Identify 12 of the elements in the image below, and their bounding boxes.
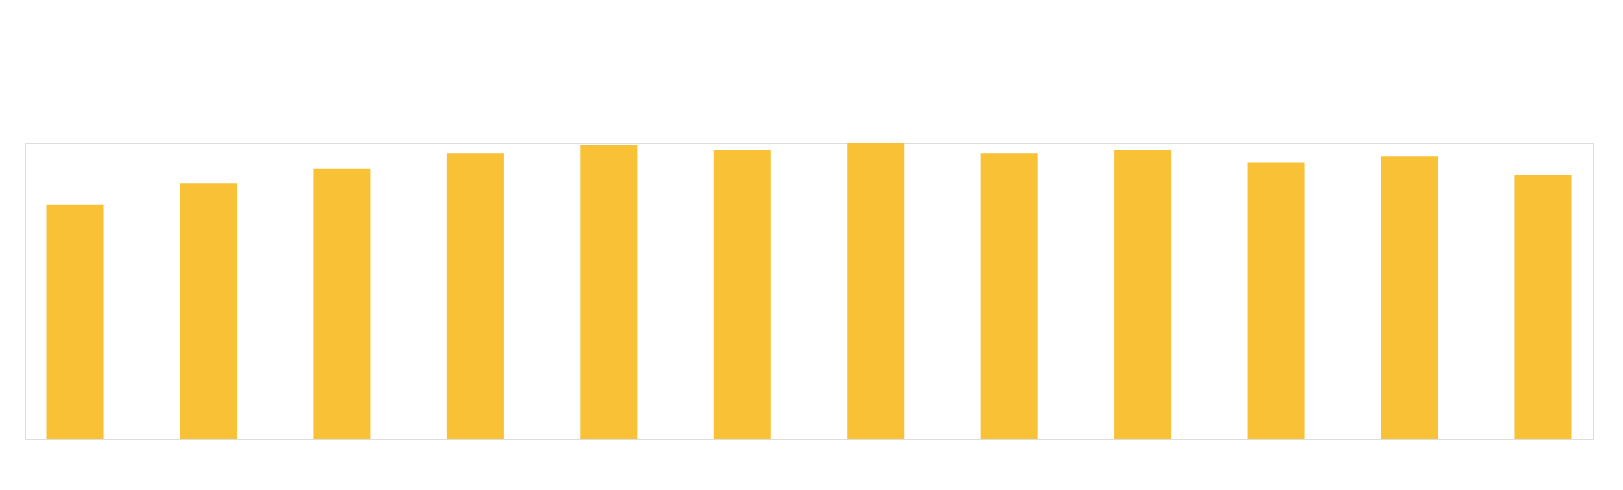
bar: [179, 183, 237, 439]
bar: [1247, 162, 1305, 439]
bar: [1381, 156, 1439, 439]
bar: [46, 204, 104, 439]
bar: [446, 153, 504, 439]
bar: [313, 168, 371, 439]
bar: [980, 153, 1038, 439]
bar: [1514, 174, 1572, 439]
bar: [847, 143, 905, 439]
bar: [713, 150, 771, 439]
bar: [580, 145, 638, 439]
bar: [1114, 150, 1172, 439]
